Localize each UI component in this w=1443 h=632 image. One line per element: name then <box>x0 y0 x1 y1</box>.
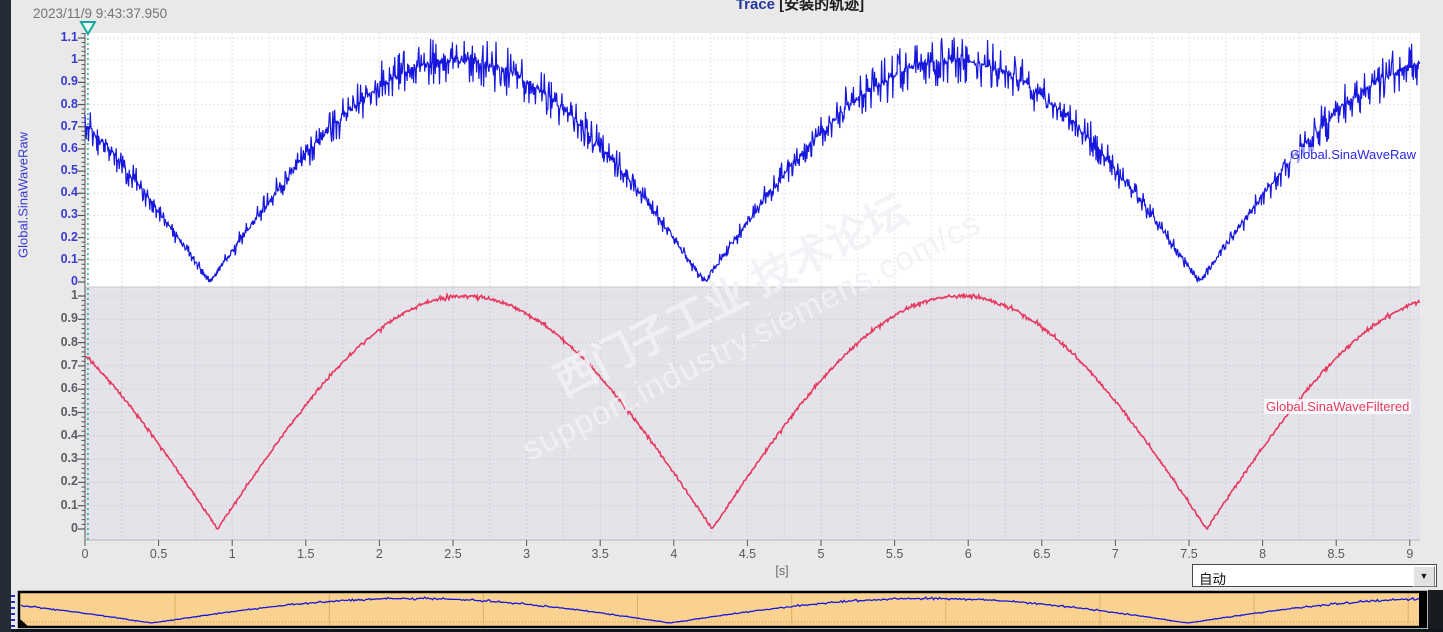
y-axis-name-raw: Global.SinaWaveRaw <box>15 132 31 258</box>
combo-selected-value: 自动 <box>1199 572 1226 587</box>
trigger-marker-icon[interactable] <box>79 21 97 36</box>
title-tab-name: [安装的轨迹] <box>775 0 865 13</box>
overview-right-handle[interactable] <box>1419 592 1426 627</box>
time-scale-combo[interactable]: 自动 ▼ <box>1192 564 1437 587</box>
filtered-series-label: Global.SinaWaveFiltered <box>1264 399 1412 414</box>
title-trace-text: Trace <box>735 0 776 13</box>
x-axis-unit-label: [s] <box>775 564 789 578</box>
scroll-handle-icon[interactable] <box>20 619 30 628</box>
raw-series-path <box>84 37 1421 284</box>
trigger-timestamp: 2023/11/9 9:43:37.950 <box>33 6 168 21</box>
raw-series-label: Global.SinaWaveRaw <box>1290 147 1416 162</box>
top-plot-area <box>85 33 1420 287</box>
panel-edge <box>0 0 11 632</box>
overview-series-path <box>20 596 1420 624</box>
filtered-series-path <box>84 291 1421 530</box>
chevron-down-icon[interactable]: ▼ <box>1413 566 1435 587</box>
arrow-glyph: ▼ <box>1419 571 1429 581</box>
overview-chart[interactable] <box>17 590 1428 629</box>
page-title: Trace [安装的轨迹] <box>640 0 960 14</box>
bottom-plot-area <box>85 287 1420 540</box>
